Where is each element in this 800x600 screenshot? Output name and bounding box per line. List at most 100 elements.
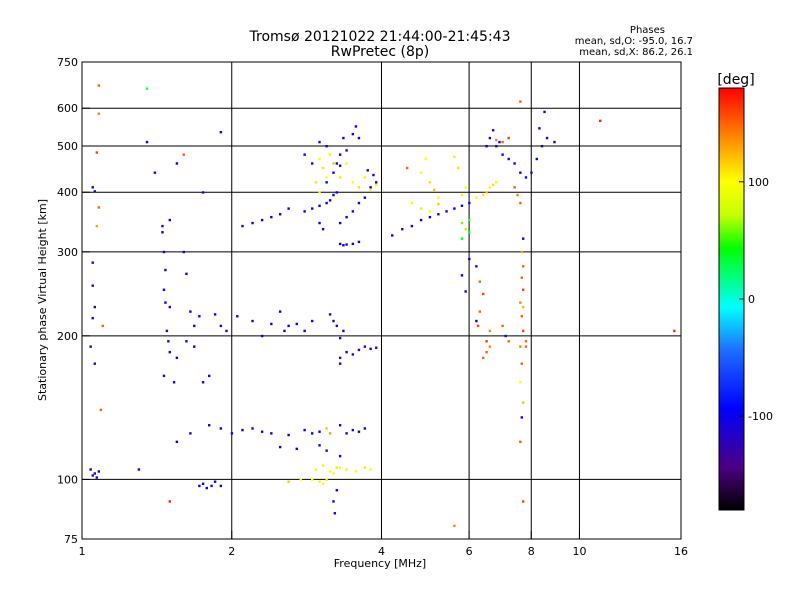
data-point — [198, 315, 201, 318]
data-point — [345, 149, 348, 152]
data-point — [299, 478, 302, 481]
data-point — [270, 322, 273, 326]
data-point — [363, 196, 367, 199]
data-point — [673, 329, 676, 333]
data-point — [357, 201, 361, 205]
data-point — [278, 213, 282, 216]
data-point — [437, 196, 440, 199]
data-point — [468, 201, 471, 205]
data-point — [198, 484, 201, 488]
data-point — [391, 234, 394, 237]
data-point — [219, 484, 223, 488]
data-point — [405, 166, 409, 170]
data-point — [335, 489, 339, 492]
x-tick-label: 4 — [378, 545, 385, 558]
data-point — [519, 100, 522, 103]
data-point — [345, 243, 348, 246]
data-point — [354, 125, 358, 128]
data-point — [488, 329, 492, 333]
data-point — [335, 466, 339, 469]
data-point — [419, 171, 423, 174]
data-point — [318, 430, 321, 433]
data-point — [345, 350, 348, 354]
x-tick-label: 1 — [79, 545, 86, 558]
data-point — [410, 201, 414, 205]
data-point — [519, 201, 522, 205]
data-point — [478, 310, 482, 313]
data-point — [260, 334, 264, 338]
data-point — [225, 329, 228, 333]
y-tick-label: 300 — [57, 246, 78, 259]
data-point — [101, 324, 104, 328]
data-point — [491, 183, 495, 186]
data-point — [369, 186, 372, 189]
data-point — [516, 193, 519, 197]
data-point — [432, 188, 436, 192]
y-tick-label: 750 — [57, 56, 78, 69]
data-point — [453, 155, 456, 159]
data-point — [219, 324, 223, 328]
data-point — [357, 430, 361, 433]
data-point — [201, 381, 205, 384]
chart-title: Tromsø 20121022 21:44:00-21:45:43 — [249, 29, 511, 45]
data-point — [137, 468, 141, 471]
data-point — [162, 250, 166, 254]
data-point — [519, 345, 522, 348]
data-point — [303, 210, 306, 213]
data-point — [260, 430, 264, 433]
data-point — [314, 468, 318, 471]
data-point — [521, 329, 525, 333]
data-point — [338, 454, 342, 458]
data-point — [495, 144, 498, 148]
data-point — [485, 144, 488, 148]
data-point — [295, 322, 298, 326]
y-axis-label: Stationary phase Virtual Height [km] — [36, 199, 49, 401]
data-point — [325, 176, 328, 179]
data-point — [519, 171, 522, 174]
data-point — [468, 218, 471, 222]
data-point — [287, 324, 290, 328]
data-point — [91, 186, 94, 189]
data-point — [93, 305, 96, 309]
data-point — [475, 265, 478, 268]
data-point — [476, 324, 480, 328]
colorbar-tick-label: -100 — [748, 410, 773, 423]
data-point — [270, 215, 273, 219]
data-point — [321, 227, 325, 231]
data-point — [89, 468, 92, 471]
data-point — [538, 127, 541, 130]
data-point — [369, 188, 372, 192]
data-point — [91, 261, 94, 264]
data-point — [401, 227, 404, 231]
data-point — [488, 186, 492, 189]
data-point — [507, 340, 510, 343]
data-point — [482, 356, 485, 360]
data-point — [175, 162, 179, 165]
data-point — [189, 310, 192, 313]
data-point — [332, 193, 335, 197]
data-point — [167, 340, 170, 343]
data-point — [168, 305, 171, 309]
data-point — [519, 381, 522, 384]
data-point — [495, 138, 498, 142]
data-point — [453, 524, 456, 528]
data-point — [287, 207, 290, 210]
data-point — [485, 340, 488, 343]
data-point — [468, 231, 471, 234]
data-point — [437, 202, 440, 206]
data-point — [332, 472, 335, 475]
data-point — [321, 482, 325, 485]
data-point — [475, 319, 478, 323]
x-tick-label: 16 — [674, 545, 688, 558]
data-point — [182, 250, 185, 254]
data-point — [328, 199, 332, 202]
data-point — [351, 242, 355, 246]
y-tick-label: 75 — [64, 533, 78, 546]
data-point — [345, 215, 348, 219]
data-point — [357, 186, 361, 189]
data-point — [351, 210, 355, 213]
data-point — [162, 374, 166, 378]
data-point — [460, 221, 464, 225]
data-point — [464, 186, 467, 189]
data-point — [332, 500, 335, 503]
